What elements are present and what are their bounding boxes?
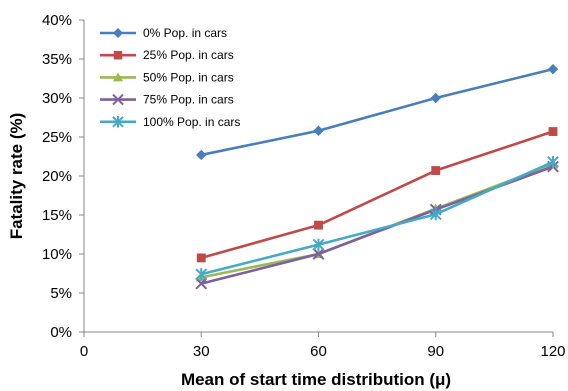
legend-label: 75% Pop. in cars bbox=[143, 93, 234, 107]
legend-item: 75% Pop. in cars bbox=[100, 93, 234, 107]
legend-marker bbox=[113, 50, 123, 60]
y-tick-label: 5% bbox=[50, 285, 72, 302]
y-tick-label: 30% bbox=[42, 90, 72, 107]
data-point bbox=[429, 208, 442, 221]
data-point bbox=[430, 92, 441, 104]
y-tick-label: 20% bbox=[42, 168, 72, 185]
data-point bbox=[196, 253, 206, 263]
series-line bbox=[200, 67, 554, 157]
y-tick-label: 0% bbox=[50, 324, 72, 341]
y-ticks: 0% 5% 10% 15% 20% 25% 30% 35% 40% bbox=[42, 12, 84, 341]
legend-item: 50% Pop. in cars bbox=[100, 70, 234, 84]
y-tick-label: 15% bbox=[42, 207, 72, 224]
x-tick-label: 0 bbox=[80, 343, 88, 360]
x-ticks: 0 30 60 90 120 bbox=[80, 332, 566, 360]
legend-item: 0% Pop. in cars bbox=[100, 26, 227, 40]
legend-label: 50% Pop. in cars bbox=[143, 70, 234, 84]
legend-marker bbox=[112, 93, 124, 106]
series-layer bbox=[195, 63, 559, 290]
axes bbox=[83, 20, 553, 333]
data-point bbox=[314, 220, 323, 230]
data-point bbox=[547, 63, 559, 75]
x-tick-label: 90 bbox=[427, 343, 444, 360]
y-axis-title: Fatality rate (%) bbox=[7, 113, 26, 240]
series-4 bbox=[195, 155, 559, 281]
legend-item: 100% Pop. in cars bbox=[100, 115, 240, 129]
legend-label: 25% Pop. in cars bbox=[143, 48, 234, 62]
data-point bbox=[431, 166, 441, 175]
series-3 bbox=[195, 160, 559, 290]
data-point bbox=[195, 277, 208, 290]
legend-item: 25% Pop. in cars bbox=[100, 48, 234, 62]
legend-marker bbox=[113, 72, 123, 82]
x-tick-label: 120 bbox=[540, 343, 565, 360]
legend: 0% Pop. in cars 25% Pop. in cars 50% Pop. … bbox=[100, 26, 240, 129]
data-point bbox=[195, 268, 208, 281]
data-point bbox=[312, 238, 325, 251]
x-tick-label: 60 bbox=[310, 343, 327, 360]
y-tick-label: 10% bbox=[42, 246, 72, 263]
data-point bbox=[313, 125, 324, 136]
data-point bbox=[548, 127, 558, 136]
legend-label: 100% Pop. in cars bbox=[143, 115, 240, 129]
data-point bbox=[312, 248, 325, 260]
series-line bbox=[200, 130, 554, 260]
data-point bbox=[196, 149, 207, 161]
series-0 bbox=[196, 63, 559, 161]
series-line bbox=[200, 160, 554, 276]
series-1 bbox=[196, 127, 558, 263]
x-tick-label: 30 bbox=[193, 343, 210, 360]
y-tick-label: 25% bbox=[42, 129, 72, 146]
legend-marker bbox=[112, 116, 124, 128]
y-tick-label: 40% bbox=[42, 12, 72, 29]
data-point bbox=[547, 155, 559, 168]
legend-marker bbox=[113, 28, 123, 38]
legend-label: 0% Pop. in cars bbox=[143, 26, 227, 40]
y-tick-label: 35% bbox=[42, 51, 72, 68]
x-axis-title: Mean of start time distribution (μ) bbox=[181, 370, 451, 389]
